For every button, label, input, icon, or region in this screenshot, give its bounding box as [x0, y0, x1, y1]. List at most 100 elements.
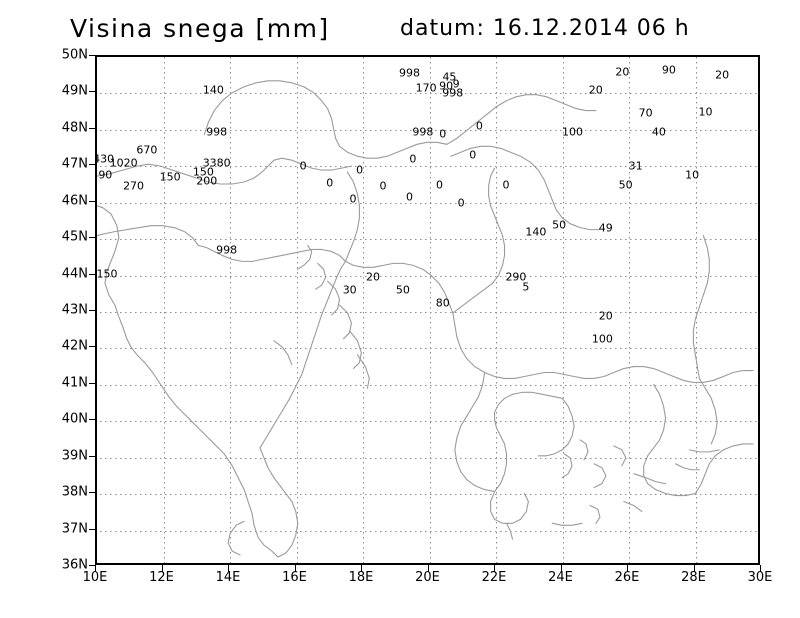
x-axis-tick-mark [95, 565, 96, 572]
station-value: 0 [349, 192, 357, 206]
gridline-horizontal [97, 421, 758, 423]
y-axis-tick-mark [89, 237, 96, 239]
y-axis-tick-label: 38N [61, 484, 88, 500]
gridline-vertical [230, 57, 231, 563]
station-value: 200 [196, 174, 218, 188]
gridline-horizontal [97, 312, 758, 313]
station-value: 998 [399, 66, 421, 80]
x-axis-tick-label: 16E [282, 570, 307, 585]
station-value: 50 [552, 218, 567, 232]
station-value: 40 [651, 125, 666, 139]
station-value: 0 [475, 119, 483, 133]
station-value: 50 [618, 178, 633, 191]
y-axis-tick-mark [89, 55, 96, 56]
station-value: 45 [442, 70, 457, 84]
x-axis-tick-label: 14E [215, 570, 241, 585]
x-axis-tick-mark [693, 565, 695, 572]
station-value: 30 [342, 283, 357, 297]
station-value: 150 [96, 267, 118, 281]
gridline-horizontal [97, 166, 758, 168]
station-value: 998 [206, 125, 228, 139]
station-value: 0 [326, 176, 334, 190]
station-value: 170 [415, 81, 437, 95]
station-value: 0 [409, 152, 417, 166]
x-axis-tick-mark [494, 565, 495, 572]
y-axis-tick-mark [89, 91, 96, 93]
chart-title-row: Visina snega [mm] datum: 16.12.2014 06 h [0, 14, 800, 48]
station-value: 998 [442, 86, 464, 100]
gridline-horizontal [97, 239, 758, 241]
gridline-vertical [163, 57, 165, 563]
station-value: 998 [412, 125, 434, 139]
station-value: 0 [379, 179, 387, 193]
y-axis-tick-label: 49N [61, 83, 88, 99]
x-axis-tick-label: 10E [82, 570, 108, 585]
station-value: 20 [615, 65, 630, 79]
station-value: 998 [216, 243, 238, 257]
station-value: 140 [202, 83, 224, 97]
y-axis-tick-mark [89, 164, 96, 166]
station-value: 20 [598, 309, 613, 323]
station-value: 150 [192, 165, 214, 179]
station-value: 10 [698, 105, 713, 119]
x-axis-tick-mark [760, 565, 761, 572]
station-value: 5 [522, 280, 530, 293]
x-axis-tick-label: 30E [747, 570, 773, 585]
station-value: 20 [715, 68, 730, 82]
y-axis-tick-label: 42N [61, 338, 88, 354]
y-axis-tick-mark [89, 200, 96, 202]
y-axis-tick-mark [89, 419, 96, 421]
x-axis-tick-label: 18E [348, 570, 374, 585]
station-value: 140 [525, 225, 547, 239]
gridline-horizontal [97, 275, 758, 277]
gridline-horizontal [97, 494, 758, 496]
gridline-vertical [629, 57, 630, 563]
gridline-horizontal [97, 202, 758, 204]
x-axis-tick-label: 26E [614, 570, 640, 585]
station-value: 3380 [202, 156, 231, 170]
y-axis-tick-label: 44N [61, 266, 88, 282]
station-value: 1020 [109, 156, 138, 170]
station-value: 90 [661, 63, 676, 77]
y-axis-tick-mark [89, 565, 96, 566]
y-axis-tick-label: 45N [61, 229, 88, 245]
gridline-vertical [296, 57, 298, 563]
y-axis-tick-mark [89, 455, 96, 457]
station-value: 0 [356, 163, 364, 177]
station-value: 50 [395, 283, 410, 297]
gridline-horizontal [97, 348, 758, 350]
y-axis-tick-mark [89, 346, 96, 348]
x-axis-tick-label: 20E [415, 570, 440, 585]
y-axis-tick-label: 47N [61, 156, 88, 172]
y-axis-tick-label: 40N [61, 411, 88, 427]
y-axis-tick-label: 36N [61, 557, 88, 573]
station-value: 670 [136, 143, 158, 157]
station-value: 430 [95, 152, 115, 166]
x-axis-tick-mark [294, 565, 296, 572]
station-value: 100 [591, 332, 613, 346]
x-axis-tick-mark [361, 565, 362, 572]
y-axis-tick-mark [89, 273, 96, 275]
gridline-vertical [496, 57, 497, 563]
gridline-horizontal [97, 384, 758, 386]
station-value: 20 [588, 83, 603, 97]
y-axis-tick-label: 46N [61, 193, 88, 209]
x-axis-tick-label: 22E [481, 570, 507, 585]
station-value: 31 [628, 159, 643, 173]
x-axis-tick-label: 28E [681, 570, 706, 585]
x-axis-tick-mark [161, 565, 163, 572]
station-value: 0 [439, 127, 447, 140]
station-value: 0 [469, 148, 477, 162]
y-axis-tick-label: 50N [61, 47, 88, 63]
station-value: 0 [502, 178, 510, 191]
station-value: 100 [561, 125, 583, 139]
station-value: 150 [159, 170, 181, 184]
gridline-vertical [562, 57, 564, 563]
x-axis-tick-label: 12E [149, 570, 174, 585]
x-axis-tick-mark [560, 565, 562, 572]
y-axis-tick-label: 37N [61, 521, 88, 537]
y-axis-tick-mark [89, 382, 96, 384]
y-axis-tick-mark [89, 492, 96, 494]
station-value: 290 [505, 270, 527, 284]
